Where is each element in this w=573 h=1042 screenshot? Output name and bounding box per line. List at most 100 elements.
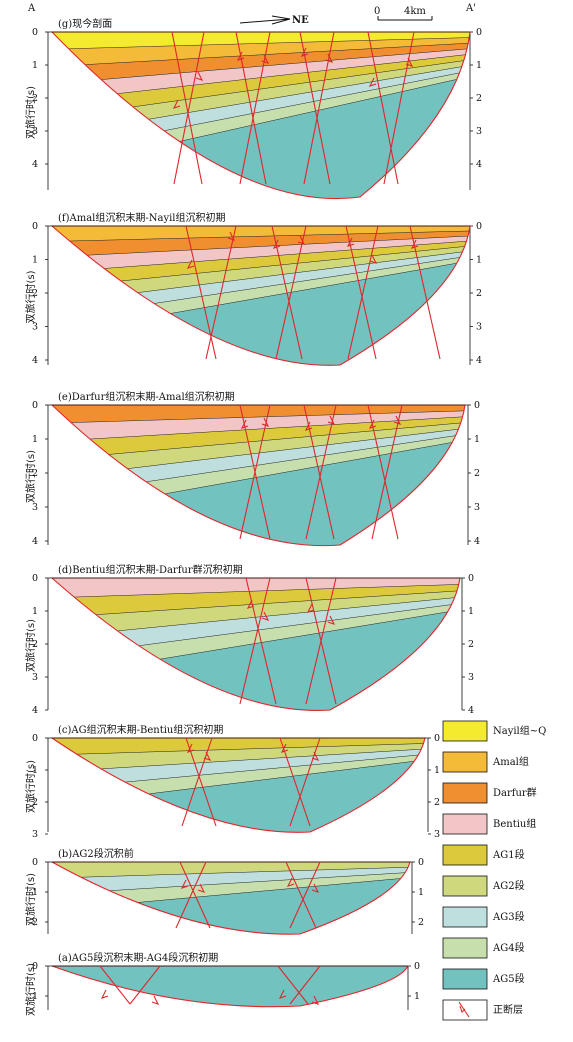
tick-label-right: 2 [434,797,440,808]
tick-label-left: 0 [32,733,38,744]
fault-arrow-icon [311,995,320,1005]
fault-arrow-icon [246,599,255,609]
stratigraphy [52,862,410,935]
fault-arrow-icon [100,989,109,999]
legend-item-nayil: Nayil组~Q [442,720,546,742]
legend-item-amal: Amal组 [442,751,529,773]
legend-item-bentiu: Bentiu组 [442,813,536,835]
normal-fault [289,965,321,1005]
tick-label-right: 4 [468,705,474,716]
legend-label: AG3段 [492,910,525,923]
tick-label-right: 0 [414,961,420,972]
tick-label-right: 0 [476,27,482,38]
tick-label-right: 4 [476,355,482,366]
legend-item-ag4: AG4段 [442,937,525,959]
panel-title: (f)Amal组沉积末期-Nayil组沉积初期 [58,211,226,224]
fault-arrow-icon [300,47,309,57]
fault-arrow-icon [346,237,355,247]
basin-boundary-fault [50,737,426,833]
y-axis-label: 双旅行时(s) [24,86,37,139]
tick-label-right: 1 [434,765,440,776]
tick-label-left: 3 [32,502,38,513]
layer-ag1 [52,738,425,757]
legend-label: 正断层 [493,1003,523,1016]
legend-swatch [442,813,488,835]
tick-label-right: 2 [476,288,482,299]
tick-label-left: 4 [32,159,38,170]
normal-fault [171,31,203,185]
fault-arrow-icon [325,53,334,63]
tick-label-left: 0 [32,400,38,411]
y-axis-label: 双旅行时(s) [24,760,37,813]
tick-label-right: 1 [476,255,482,266]
y-axis-label: 双旅行时(s) [24,873,37,926]
legend-swatch [442,968,488,990]
normal-fault [205,225,237,360]
panel-title: (a)AG5段沉积末期-AG4段沉积初期 [58,951,218,964]
scale-zero: 0 [374,6,380,17]
fault-arrow-icon [306,603,315,613]
y-axis-label: 双旅行时(s) [24,619,37,672]
tick-label-left: 1 [32,887,38,898]
fault-arrow-icon [368,77,377,87]
layer-ag5 [52,876,410,935]
legend-item-ag3: AG3段 [442,906,525,928]
normal-fault [409,225,441,360]
tick-label-right: 3 [434,829,440,840]
panel-title: (c)AG组沉积末期-Bentiu组沉积初期 [58,723,223,736]
tick-label-left: 0 [32,857,38,868]
fault-arrow-icon [272,239,281,249]
legend-label: Nayil组~Q [493,724,546,737]
legend-swatch [442,720,488,742]
panel-title: (e)Darfur组沉积末期-Amal组沉积初期 [58,390,235,403]
normal-fault [275,225,307,360]
normal-fault [383,31,415,185]
normal-fault [367,31,399,185]
tick-label-left: 3 [32,672,38,683]
stratigraphy [52,966,408,1007]
normal-fault [99,965,131,1005]
fault-arrow-icon [410,239,419,249]
layer-ag5 [52,758,425,833]
normal-fault [305,404,337,540]
tick-label-right: 0 [418,857,424,868]
layer-darfur [52,405,465,425]
fault-arrow-icon [280,743,289,753]
legend-item-ag2: AG2段 [442,875,525,897]
tick-label-right: 3 [476,126,482,137]
tick-label-right: 0 [474,400,480,411]
y-axis-label: 双旅行时(s) [24,963,37,1016]
fault-arrow-icon [261,611,270,621]
fault-arrow-icon [197,883,206,893]
tick-label-left: 1 [32,255,38,266]
normal-fault [239,577,271,705]
legend-item-ag5: AG5段 [442,968,525,990]
normal-fault [289,861,321,929]
stratigraphy [52,578,460,711]
scale-bar [377,16,433,21]
basin-boundary-fault [50,404,466,547]
fault-arrow-icon [261,54,270,64]
tick-label-right: 4 [474,536,480,547]
legend-label: AG2段 [492,879,525,892]
normal-fault [181,737,213,827]
tick-label-left: 0 [32,221,38,232]
normal-fault-icon [458,1001,470,1018]
y-axis-label: 双旅行时(s) [24,450,37,503]
fault-arrow-icon [278,989,287,999]
tick-label-right: 3 [468,672,474,683]
legend-label: Darfur群 [493,786,537,799]
tick-label-right: 0 [468,573,474,584]
tick-label-left: 0 [32,961,38,972]
tick-label-right: 2 [468,639,474,650]
normal-fault [305,577,337,705]
tick-label-right: 2 [474,468,480,479]
tick-label-left: 2 [32,468,38,479]
legend-item-darfur: Darfur群 [442,782,537,804]
stratigraphy [52,738,425,833]
fault-arrow-icon [180,879,189,889]
layer-amal [52,226,470,243]
